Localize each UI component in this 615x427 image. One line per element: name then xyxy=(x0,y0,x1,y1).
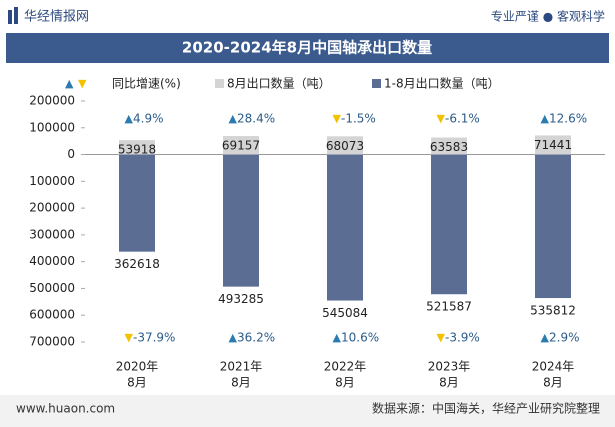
value-label: 545084 xyxy=(322,306,368,320)
growth-label: 12.6% xyxy=(549,112,587,126)
footer-bar xyxy=(0,395,615,427)
slogan: 专业严谨 ● 客观科学 xyxy=(491,9,605,24)
value-label: 68073 xyxy=(326,139,364,153)
y-tick-label: 400000 xyxy=(29,254,75,268)
logo-icon xyxy=(14,7,18,24)
x-tick-label: 8月 xyxy=(439,376,459,390)
growth-arrow: ▼ xyxy=(333,112,342,125)
bar xyxy=(535,135,571,155)
growth-label: 36.2% xyxy=(237,331,275,345)
logo-icon xyxy=(8,10,12,24)
x-tick-label: 8月 xyxy=(127,376,147,390)
footer-site: www.huaon.com xyxy=(16,402,115,416)
top-strip xyxy=(0,0,615,32)
value-label: 521587 xyxy=(426,300,472,314)
value-label: 493285 xyxy=(218,292,264,306)
growth-arrow: ▲ xyxy=(125,112,134,125)
x-tick-label: 2020年 xyxy=(116,360,159,374)
chart-title: 2020-2024年8月中国轴承出口数量 xyxy=(182,39,432,57)
bar xyxy=(119,154,155,252)
growth-arrow: ▲ xyxy=(229,331,238,344)
bar xyxy=(223,136,259,155)
x-tick-label: 2021年 xyxy=(220,360,263,374)
x-tick-label: 8月 xyxy=(231,376,251,390)
growth-label: 28.4% xyxy=(237,112,275,126)
growth-label: 2.9% xyxy=(549,331,580,345)
growth-arrow: ▼ xyxy=(125,331,134,344)
x-tick-label: 2022年 xyxy=(324,360,367,374)
y-tick-label: 200000 xyxy=(29,94,75,108)
x-tick-label: 8月 xyxy=(335,376,355,390)
value-label: 71441 xyxy=(534,138,572,152)
bar xyxy=(535,154,571,299)
growth-arrow: ▼ xyxy=(437,331,446,344)
growth-arrow: ▲ xyxy=(333,331,342,344)
legend-up: ▲ xyxy=(65,77,74,90)
growth-arrow: ▲ xyxy=(229,112,238,125)
value-label: 535812 xyxy=(530,304,576,318)
legend-down: ▼ xyxy=(78,77,87,90)
title-bar xyxy=(6,33,609,63)
growth-label: -3.9% xyxy=(445,331,480,345)
bar xyxy=(119,140,155,155)
y-tick-label: 200000 xyxy=(29,201,75,215)
bar xyxy=(327,136,363,155)
legend-swatch xyxy=(372,79,381,88)
value-label: 63583 xyxy=(430,140,468,154)
bar xyxy=(431,137,467,155)
growth-label: -37.9% xyxy=(133,331,175,345)
value-label: 362618 xyxy=(114,257,160,271)
bar xyxy=(327,154,363,301)
growth-label: 4.9% xyxy=(133,112,164,126)
y-tick-label: 700000 xyxy=(29,335,75,349)
legend-label: 同比增速(%) xyxy=(112,77,181,91)
bar xyxy=(431,154,467,295)
x-tick-label: 2023年 xyxy=(428,360,471,374)
y-tick-label: 100000 xyxy=(29,120,75,134)
bar xyxy=(223,154,259,287)
logo-text: 华经情报网 xyxy=(24,10,89,25)
y-tick-label: 500000 xyxy=(29,281,75,295)
growth-arrow: ▼ xyxy=(437,112,446,125)
growth-arrow: ▲ xyxy=(541,112,550,125)
legend-swatch xyxy=(215,79,224,88)
footer-source: 数据来源：中国海关，华经产业研究院整理 xyxy=(372,401,600,416)
growth-label: 10.6% xyxy=(341,331,379,345)
legend-label: 1-8月出口数量（吨） xyxy=(384,76,500,91)
y-tick-label: 0 xyxy=(67,147,75,161)
x-tick-label: 2024年 xyxy=(532,360,575,374)
value-label: 69157 xyxy=(222,139,260,153)
value-label: 53918 xyxy=(118,143,156,157)
legend-label: 8月出口数量（吨） xyxy=(227,76,331,91)
y-tick-label: 100000 xyxy=(29,174,75,188)
growth-label: -6.1% xyxy=(445,112,480,126)
x-tick-label: 8月 xyxy=(543,376,563,390)
legend: ▲ ▼ 同比增速(%) xyxy=(65,77,181,91)
y-tick-label: 300000 xyxy=(29,227,75,241)
y-tick-label: 600000 xyxy=(29,308,75,322)
growth-arrow: ▲ xyxy=(541,331,550,344)
growth-label: -1.5% xyxy=(341,112,376,126)
